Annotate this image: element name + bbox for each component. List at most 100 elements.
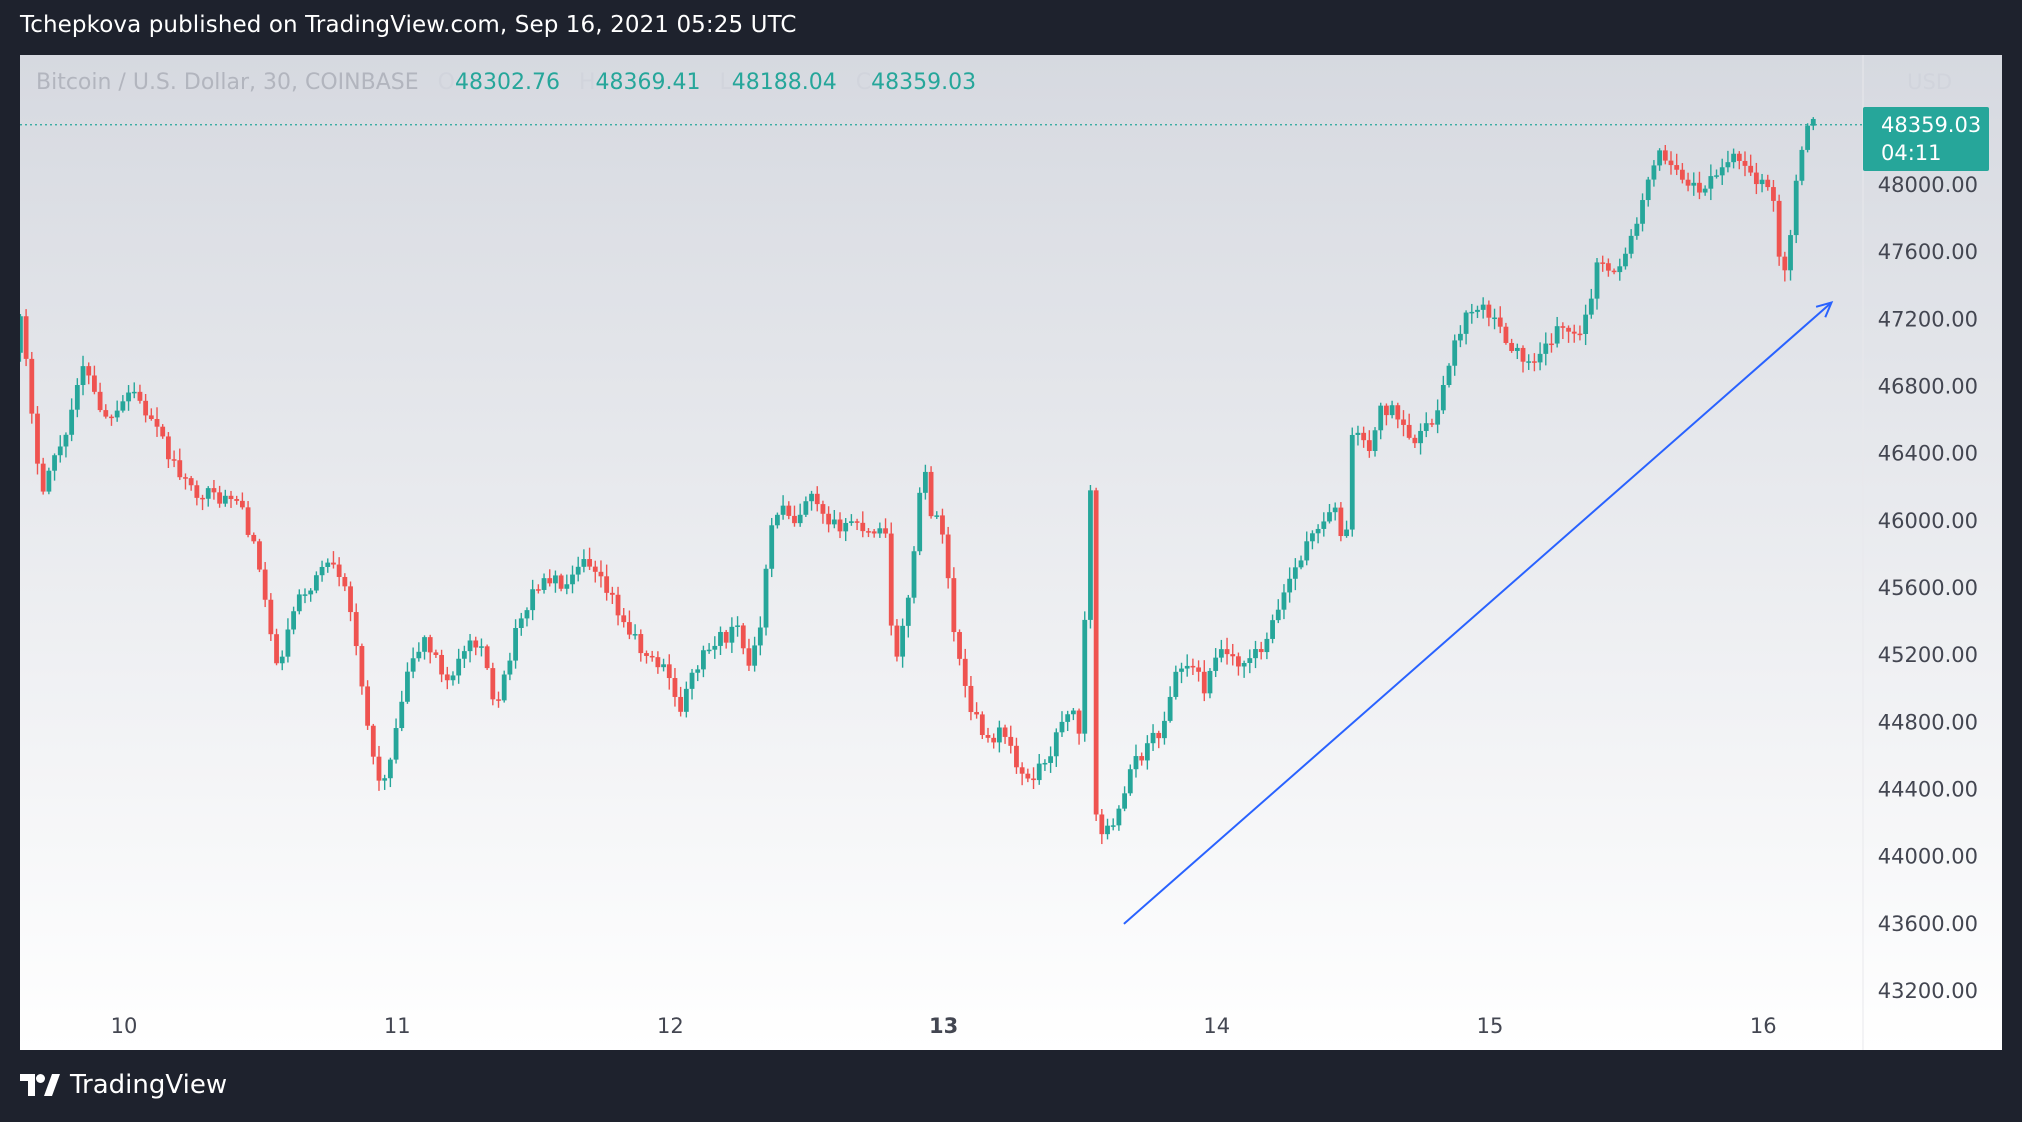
- candle-body: [1623, 253, 1628, 267]
- trend-arrow-head[interactable]: [1815, 301, 1834, 318]
- candle-body: [313, 575, 319, 591]
- candle-body: [1116, 808, 1122, 826]
- candle-body: [1810, 118, 1816, 126]
- candle-body: [308, 590, 314, 595]
- candle-body: [268, 599, 274, 635]
- candle-body: [23, 316, 29, 359]
- candle-body: [1566, 327, 1571, 332]
- low-value: 48188.04: [731, 70, 837, 95]
- candle-body: [621, 615, 627, 623]
- trend-arrow-line[interactable]: [1123, 301, 1833, 925]
- candle-body: [1253, 649, 1258, 659]
- candle-body: [1759, 179, 1765, 185]
- candle-body: [1776, 200, 1782, 257]
- candle-body: [1019, 767, 1025, 774]
- currency-label[interactable]: USD: [1907, 70, 1952, 94]
- candle-body: [905, 597, 911, 626]
- candle-body: [1139, 756, 1145, 761]
- close-value: 48359.03: [871, 70, 977, 95]
- candle-body: [353, 612, 359, 647]
- candle-body: [1059, 721, 1065, 733]
- candle-body: [809, 493, 814, 502]
- candle-body: [1742, 160, 1748, 166]
- candle-body: [1002, 727, 1008, 737]
- candle-body: [1736, 153, 1742, 161]
- candle-body: [951, 578, 957, 633]
- candle-body: [1372, 430, 1378, 451]
- x-tick-label: 14: [1203, 1014, 1230, 1038]
- y-tick-label: 44000.00: [1878, 845, 1978, 869]
- y-tick-label: 47200.00: [1878, 307, 1978, 331]
- candle-body: [962, 658, 968, 686]
- candle-body: [154, 419, 160, 427]
- y-tick-label: 43200.00: [1878, 979, 1978, 1003]
- candle-body: [393, 728, 399, 760]
- candle-body: [1753, 172, 1759, 185]
- candle-body: [1793, 180, 1799, 236]
- x-tick-label: 11: [384, 1014, 411, 1038]
- candle-body: [718, 631, 723, 646]
- candle-body: [1014, 745, 1019, 768]
- candle-body: [1173, 671, 1179, 697]
- candle-body: [1691, 182, 1697, 186]
- candle-body: [473, 640, 479, 648]
- chart-canvas[interactable]: 48000.00 47600.00 47200.00 46800.00 46400.00…: [20, 55, 2002, 1050]
- candle-body: [1509, 342, 1515, 351]
- candle-body: [1588, 298, 1594, 315]
- candle-body: [1668, 160, 1674, 166]
- tradingview-logo[interactable]: TradingView: [20, 1070, 227, 1100]
- open-value: 48302.76: [454, 70, 560, 95]
- candle-body: [530, 589, 536, 611]
- candle-body: [1213, 657, 1219, 671]
- candle-body: [769, 525, 775, 569]
- candle-body: [444, 674, 450, 681]
- candle-body: [581, 559, 587, 567]
- candle-body: [296, 594, 302, 612]
- candle-body: [826, 513, 832, 525]
- candle-body: [319, 566, 325, 576]
- y-tick-label: 45600.00: [1878, 576, 1978, 600]
- y-tick-label: 43600.00: [1878, 912, 1978, 936]
- candle-body: [1577, 333, 1583, 336]
- candle-body: [871, 531, 877, 534]
- candle-body: [820, 504, 826, 514]
- candle-body: [644, 653, 649, 656]
- candle-body: [723, 631, 729, 643]
- candle-body: [1042, 762, 1048, 765]
- chart-panel[interactable]: 48000.00 47600.00 47200.00 46800.00 46400.00…: [20, 55, 2002, 1050]
- candle-body: [399, 701, 405, 729]
- candle-body: [1281, 592, 1287, 610]
- candle-body: [843, 522, 849, 532]
- candle-body: [92, 375, 97, 392]
- candle-body: [148, 415, 154, 420]
- candle-body: [427, 637, 433, 653]
- candle-body: [467, 640, 473, 652]
- candle-body: [752, 645, 758, 666]
- candle-body: [564, 584, 570, 589]
- candle-body: [627, 622, 632, 635]
- candle-body: [1782, 256, 1788, 271]
- candle-body: [143, 400, 149, 416]
- candle-body: [1537, 353, 1543, 363]
- candle-body: [450, 675, 456, 681]
- y-tick-label: 46800.00: [1878, 375, 1978, 399]
- candle-body: [1310, 533, 1315, 542]
- candle-body: [1628, 235, 1634, 254]
- candle-body: [1389, 405, 1395, 416]
- candle-body: [1224, 649, 1230, 655]
- candle-body: [69, 409, 75, 435]
- candle-body: [797, 514, 803, 524]
- candle-body: [416, 651, 422, 659]
- candle-body: [359, 646, 365, 687]
- candle-body: [439, 654, 444, 675]
- candle-body: [200, 497, 205, 500]
- candle-body: [985, 735, 991, 738]
- candle-body: [928, 471, 934, 517]
- candle-body: [1378, 405, 1384, 431]
- tradingview-brand: TradingView: [70, 1070, 228, 1100]
- candle-body: [535, 589, 541, 591]
- candles-layer: [20, 117, 1863, 925]
- candle-body: [1025, 773, 1031, 779]
- candle-body: [1605, 263, 1611, 271]
- candle-body: [1070, 710, 1076, 715]
